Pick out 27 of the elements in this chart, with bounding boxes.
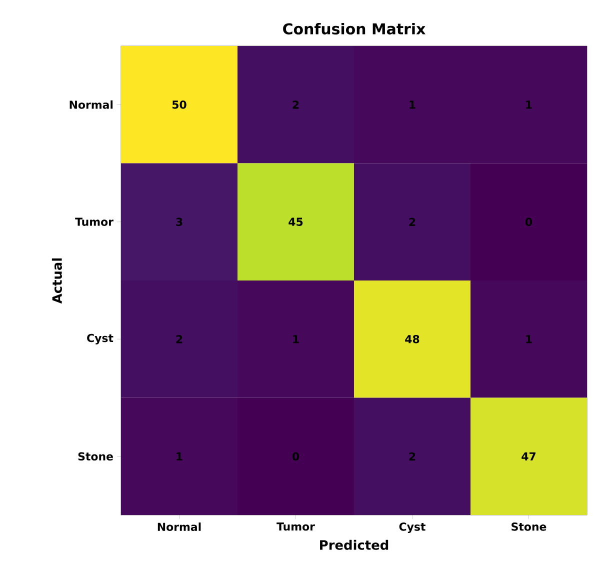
x-tick-label: Normal [158,522,201,532]
x-axis-title: Predicted [320,540,388,550]
x-tick-label: Tumor [276,522,315,531]
data-label: 3 [176,218,182,226]
data-label: 47 [522,452,536,460]
data-label: 1 [293,335,299,344]
data-label: 48 [405,334,420,344]
data-label: 1 [176,452,182,460]
y-tick-label: Tumor [75,218,114,226]
y-axis-title: Actual [52,258,62,304]
chart-title: Confusion Matrix [283,22,426,35]
data-label: 0 [525,218,532,226]
data-label: 2 [409,218,416,226]
data-label: 50 [172,100,186,109]
data-label: 1 [526,335,532,344]
data-label: 45 [288,218,303,226]
data-label: 1 [526,100,532,109]
y-tick-label: Stone [78,452,113,461]
data-label: 2 [176,335,182,344]
x-tick-label: Stone [512,522,546,531]
x-tick-label: Cyst [399,522,426,534]
y-tick-label: Normal [70,100,113,109]
data-label: 0 [292,452,300,461]
data-label: 1 [410,100,416,109]
data-label: 2 [292,100,299,109]
data-label: 2 [409,452,416,460]
y-tick-label: Cyst [87,334,114,344]
